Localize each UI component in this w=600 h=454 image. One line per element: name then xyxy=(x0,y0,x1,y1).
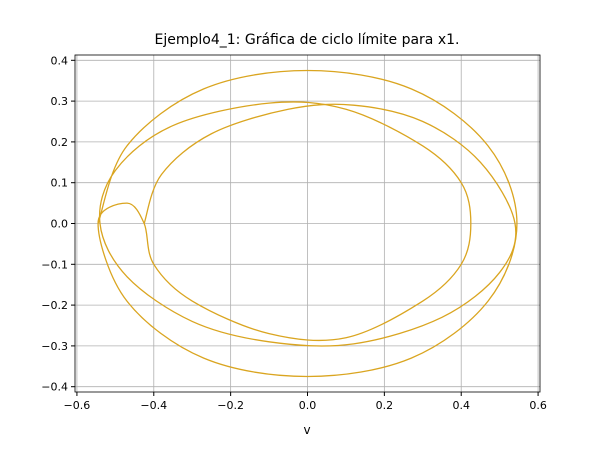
chart-title: Ejemplo4_1: Gráfica de ciclo límite para… xyxy=(155,32,460,48)
y-tick-label: 0.2 xyxy=(51,136,69,149)
y-tick-label: −0.2 xyxy=(41,299,68,312)
x-axis-label: v xyxy=(303,423,310,437)
x-tick-label: −0.6 xyxy=(64,399,91,412)
y-tick-label: 0.0 xyxy=(51,218,69,231)
y-tick-label: 0.3 xyxy=(51,95,69,108)
trajectory xyxy=(97,69,518,378)
y-tick-label: 0.1 xyxy=(51,177,69,190)
x-tick-label: 0.0 xyxy=(299,399,317,412)
y-tick-label: −0.3 xyxy=(41,340,68,353)
y-tick-label: −0.1 xyxy=(41,258,68,271)
x-tick-label: −0.2 xyxy=(217,399,244,412)
x-tick-label: −0.4 xyxy=(140,399,167,412)
plot-frame xyxy=(74,54,541,393)
x-tick-label: 0.2 xyxy=(376,399,394,412)
x-tick-label: 0.4 xyxy=(452,399,470,412)
x-tick-label: 0.6 xyxy=(529,399,547,412)
y-tick-label: 0.4 xyxy=(51,54,69,67)
y-tick-label: −0.4 xyxy=(41,381,68,394)
